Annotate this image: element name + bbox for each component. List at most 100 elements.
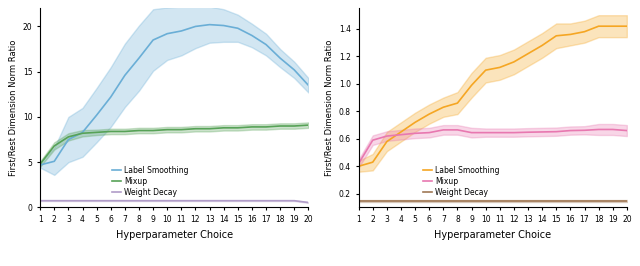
Weight Decay (426, 200, 433, 203)
Label Smoothing (426, 113, 433, 116)
Weight Decay (107, 199, 115, 202)
Label Smoothing (538, 44, 546, 47)
Label Smoothing (65, 138, 72, 141)
Weight Decay (93, 199, 100, 202)
Label Smoothing (580, 30, 588, 33)
Y-axis label: First/Rest Dimension Norm Ratio: First/Rest Dimension Norm Ratio (8, 40, 17, 176)
Mixup (262, 125, 270, 128)
Line: Mixup: Mixup (40, 125, 308, 164)
Mixup (369, 139, 376, 142)
Label Smoothing (510, 60, 518, 64)
Mixup (163, 128, 171, 131)
Weight Decay (79, 199, 86, 202)
Label Smoothing (623, 24, 630, 28)
Label Smoothing (135, 56, 143, 60)
Weight Decay (623, 200, 630, 203)
Label Smoothing (107, 95, 115, 99)
Label Smoothing (248, 34, 256, 37)
Weight Decay (383, 200, 390, 203)
Mixup (454, 128, 461, 131)
Y-axis label: First/Rest Dimension Norm Ratio: First/Rest Dimension Norm Ratio (324, 40, 333, 176)
Label Smoothing (234, 27, 242, 30)
Label Smoothing (454, 102, 461, 105)
Mixup (121, 130, 129, 133)
Label Smoothing (609, 24, 616, 28)
Label Smoothing (383, 140, 390, 143)
Mixup (191, 127, 199, 130)
Weight Decay (440, 200, 447, 203)
Mixup (107, 130, 115, 133)
Mixup (510, 131, 518, 134)
Mixup (468, 131, 476, 134)
Label Smoothing (205, 23, 213, 26)
Weight Decay (191, 199, 199, 202)
Weight Decay (291, 199, 298, 202)
Mixup (149, 129, 157, 132)
Label Smoothing (291, 68, 298, 72)
Mixup (552, 130, 560, 133)
Label Smoothing (121, 74, 129, 77)
Label Smoothing (220, 24, 227, 27)
Weight Decay (412, 200, 419, 203)
Label Smoothing (524, 52, 532, 55)
Mixup (248, 125, 256, 128)
Line: Mixup: Mixup (358, 130, 627, 164)
X-axis label: Hyperparameter Choice: Hyperparameter Choice (116, 230, 233, 240)
Mixup (291, 124, 298, 128)
Weight Decay (276, 199, 284, 202)
Mixup (305, 123, 312, 127)
Label Smoothing (482, 69, 490, 72)
Line: Label Smoothing: Label Smoothing (40, 25, 308, 165)
Mixup (609, 128, 616, 131)
Mixup (623, 129, 630, 132)
Label Smoothing (79, 131, 86, 134)
Label Smoothing (177, 29, 185, 32)
Line: Weight Decay: Weight Decay (40, 201, 308, 202)
Mixup (276, 124, 284, 128)
Mixup (93, 131, 100, 134)
Weight Decay (355, 200, 362, 203)
Weight Decay (305, 201, 312, 204)
Weight Decay (609, 200, 616, 203)
Label Smoothing (163, 32, 171, 35)
Mixup (36, 163, 44, 166)
Mixup (177, 128, 185, 131)
Weight Decay (538, 200, 546, 203)
Weight Decay (524, 200, 532, 203)
Weight Decay (262, 199, 270, 202)
Label Smoothing (191, 25, 199, 28)
Label Smoothing (262, 43, 270, 46)
Label Smoothing (412, 121, 419, 124)
Mixup (538, 130, 546, 134)
Label Smoothing (305, 84, 312, 87)
Weight Decay (65, 199, 72, 202)
Weight Decay (220, 199, 227, 202)
Mixup (412, 132, 419, 135)
Label Smoothing (355, 165, 362, 168)
Mixup (220, 126, 227, 130)
Weight Decay (369, 200, 376, 203)
Mixup (135, 129, 143, 132)
Weight Decay (121, 199, 129, 202)
Weight Decay (482, 200, 490, 203)
Mixup (566, 129, 574, 132)
Label Smoothing (468, 84, 476, 87)
Weight Decay (248, 199, 256, 202)
Mixup (397, 133, 405, 136)
X-axis label: Hyperparameter Choice: Hyperparameter Choice (434, 230, 551, 240)
Weight Decay (595, 200, 602, 203)
Mixup (440, 128, 447, 131)
Mixup (383, 135, 390, 138)
Label Smoothing (595, 24, 602, 28)
Weight Decay (397, 200, 405, 203)
Legend: Label Smoothing, Mixup, Weight Decay: Label Smoothing, Mixup, Weight Decay (109, 163, 192, 200)
Mixup (65, 135, 72, 139)
Weight Decay (510, 200, 518, 203)
Mixup (580, 129, 588, 132)
Label Smoothing (496, 66, 504, 69)
Label Smoothing (369, 161, 376, 164)
Weight Decay (496, 200, 504, 203)
Weight Decay (51, 199, 58, 202)
Weight Decay (149, 199, 157, 202)
Mixup (595, 128, 602, 131)
